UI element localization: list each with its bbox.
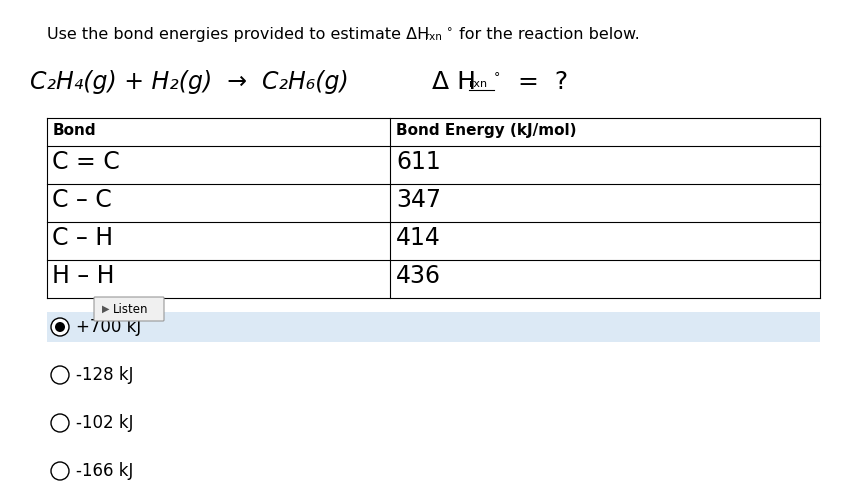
Text: 414: 414	[396, 226, 441, 250]
Circle shape	[51, 366, 69, 384]
Text: rxn: rxn	[425, 32, 442, 42]
Circle shape	[51, 414, 69, 432]
Text: Use the bond energies provided to estimate ΔH: Use the bond energies provided to estima…	[47, 27, 429, 42]
Circle shape	[55, 322, 65, 332]
Circle shape	[51, 318, 69, 336]
Text: 436: 436	[396, 264, 441, 288]
Text: -128 kJ: -128 kJ	[76, 366, 134, 384]
Text: 611: 611	[396, 150, 440, 174]
Text: rxn: rxn	[469, 79, 487, 89]
FancyBboxPatch shape	[94, 297, 164, 321]
Bar	[47, 312, 820, 342]
Text: C – H: C – H	[52, 226, 113, 250]
Text: C₂H₄(g) + H₂(g)  →  C₂H₆(g): C₂H₄(g) + H₂(g) → C₂H₆(g)	[30, 70, 349, 94]
Text: C = C: C = C	[52, 150, 119, 174]
Text: =  ?: = ?	[502, 70, 568, 94]
Text: H – H: H – H	[52, 264, 114, 288]
Circle shape	[51, 462, 69, 480]
Text: Δ H: Δ H	[432, 70, 476, 94]
Text: -102 kJ: -102 kJ	[76, 414, 134, 432]
Text: for the reaction below.: for the reaction below.	[454, 27, 639, 42]
Text: °: °	[447, 27, 452, 37]
Text: ▶: ▶	[102, 304, 109, 314]
Text: C – C: C – C	[52, 188, 112, 212]
Text: °: °	[494, 71, 501, 84]
Text: Bond: Bond	[53, 123, 97, 138]
Text: +700 kJ: +700 kJ	[76, 318, 141, 336]
Text: -166 kJ: -166 kJ	[76, 462, 133, 480]
Text: Listen: Listen	[113, 302, 148, 315]
Text: 347: 347	[396, 188, 441, 212]
Text: Bond Energy (kJ/mol): Bond Energy (kJ/mol)	[396, 123, 577, 138]
